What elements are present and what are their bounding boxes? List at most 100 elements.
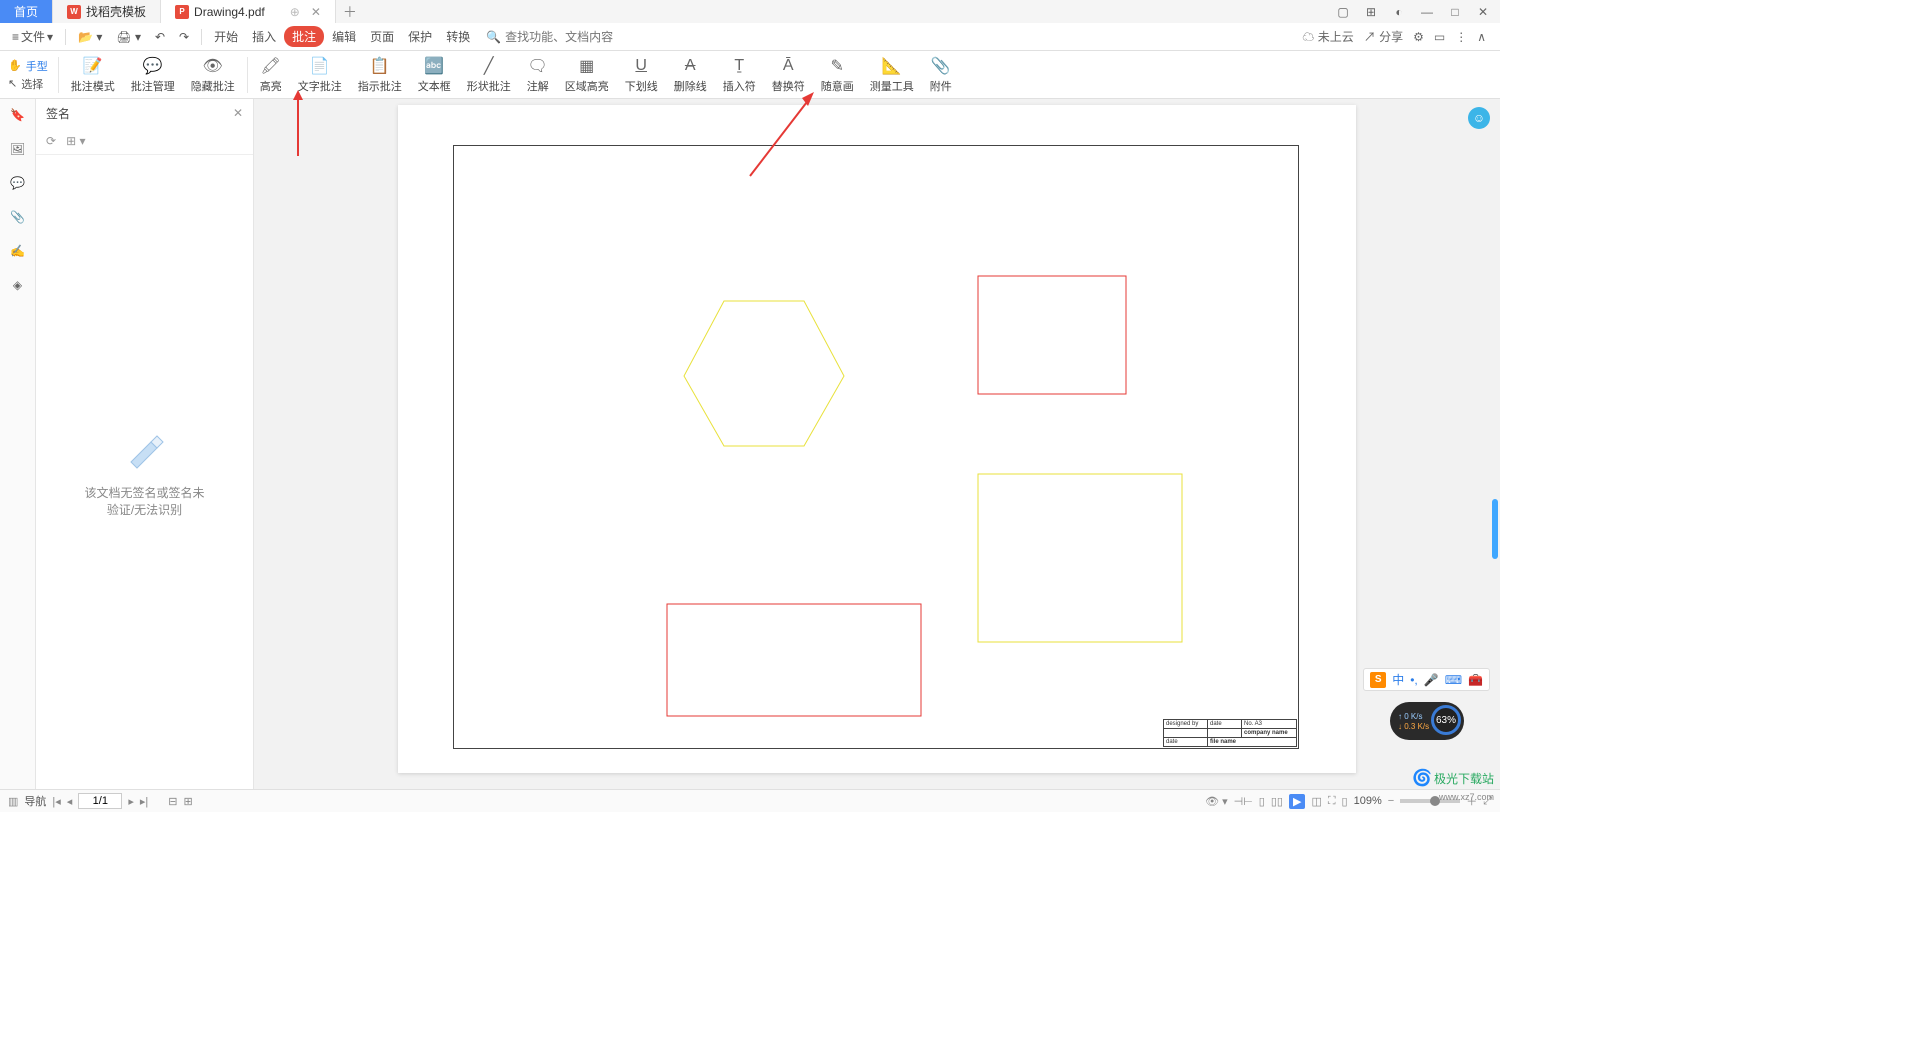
tab-document[interactable]: P Drawing4.pdf ⊕ ✕	[161, 0, 336, 23]
net-dn: 0.3 K/s	[1404, 722, 1429, 731]
ribbon-toolbar: ✋手型 ↖选择 📝批注模式 💬批注管理 👁隐藏批注 🖍 高亮 📄文字批注 📋指示批…	[0, 51, 1500, 99]
sb-double-icon[interactable]: ▯▯	[1271, 795, 1283, 808]
comment-nav-icon[interactable]: 💬	[8, 173, 28, 193]
signature-nav-icon[interactable]: ✍	[8, 241, 28, 261]
tb-date2: date	[1164, 738, 1208, 746]
document-canvas[interactable]: designed bydateNo. A3 company name datef…	[254, 99, 1500, 789]
sb-single-icon[interactable]: ▯	[1259, 795, 1265, 808]
menu-hamburger[interactable]: ≡ 文件 ▾	[6, 25, 59, 48]
strike-button[interactable]: A删除线	[666, 54, 715, 96]
shapenote-button[interactable]: ╱形状批注	[459, 54, 519, 96]
tab-home[interactable]: 首页	[0, 0, 53, 23]
attach-button[interactable]: 📎附件	[922, 54, 960, 96]
sb-zoomout-icon[interactable]: ⊟	[168, 795, 177, 808]
more-icon[interactable]: ⋮	[1455, 30, 1467, 44]
menu-edit[interactable]: 编辑	[326, 25, 362, 48]
window-icon[interactable]: ▭	[1434, 30, 1445, 44]
tb-company: company name	[1242, 729, 1296, 737]
sb-fit-icon[interactable]: ⛶	[1328, 795, 1336, 808]
sb-fitw-icon[interactable]: ⊣⊢	[1234, 795, 1253, 808]
attachment-nav-icon[interactable]: 📎	[8, 207, 28, 227]
logo-text: 极光下载站	[1434, 770, 1494, 787]
textnote-button[interactable]: 📄文字批注	[290, 54, 350, 96]
annotate-mode-label: 批注模式	[71, 78, 115, 94]
areahl-button[interactable]: ▦ 区域高亮	[557, 54, 617, 96]
search-box[interactable]: 🔍	[486, 30, 645, 44]
cloud-status[interactable]: ☁ 未上云	[1302, 28, 1353, 45]
replace-button[interactable]: Ā替换符	[764, 54, 813, 96]
scroll-indicator[interactable]	[1492, 499, 1498, 559]
highlight-label: 高亮	[260, 78, 282, 94]
float-assistant-button[interactable]: ☺	[1468, 107, 1490, 129]
menu-convert[interactable]: 转换	[440, 25, 476, 48]
panel-title: 签名	[46, 105, 70, 122]
hand-tool[interactable]: ✋手型	[8, 58, 48, 74]
highlight-icon: 🖍	[261, 56, 281, 76]
sb-first-icon[interactable]: |◂	[52, 795, 60, 808]
panel-grid-icon[interactable]: ⊞ ▾	[66, 134, 85, 148]
minimize-button[interactable]: —	[1418, 5, 1436, 19]
tab-template[interactable]: W 找稻壳模板	[53, 0, 161, 23]
left-nav-strip: 🔖 🖼 💬 📎 ✍ ◈	[0, 99, 36, 789]
ime-mode[interactable]: 中	[1392, 671, 1404, 688]
sb-page-icon[interactable]: ▯	[1342, 795, 1348, 808]
panel-refresh-icon[interactable]: ⟳	[46, 134, 56, 148]
sb-play-icon[interactable]: ▶	[1289, 794, 1305, 809]
tab-pin-icon[interactable]: ⊕	[290, 5, 300, 19]
menu-protect[interactable]: 保护	[402, 25, 438, 48]
sb-thumb-icon[interactable]: ▥	[8, 795, 18, 808]
avatar-icon[interactable]: ◐	[1390, 5, 1408, 19]
redo-button[interactable]: ↷	[173, 27, 195, 47]
maximize-button[interactable]: □	[1446, 5, 1464, 19]
textbox-button[interactable]: 🔤文本框	[410, 54, 459, 96]
page-input[interactable]	[78, 793, 122, 809]
menu-start[interactable]: 开始	[208, 25, 244, 48]
select-tool[interactable]: ↖选择	[8, 76, 48, 92]
layers-nav-icon[interactable]: ◈	[8, 275, 28, 295]
undo-button[interactable]: ↶	[149, 27, 171, 47]
sb-prev-icon[interactable]: ◂	[67, 795, 73, 808]
caret-button[interactable]: Ṯ插入符	[715, 54, 764, 96]
ime-mic-icon[interactable]: 🎤	[1424, 673, 1439, 687]
menu-page[interactable]: 页面	[364, 25, 400, 48]
annotate-mode-button[interactable]: 📝批注模式	[63, 54, 123, 96]
hide-annotate-button[interactable]: 👁隐藏批注	[183, 54, 243, 96]
sb-crop-icon[interactable]: ◫	[1311, 795, 1321, 808]
areahl-label: 区域高亮	[565, 78, 609, 94]
ime-punct-icon[interactable]: •,	[1410, 673, 1418, 687]
sb-zoomin-icon[interactable]: ⊞	[183, 795, 192, 808]
comment-button[interactable]: 🗨注解	[519, 54, 557, 96]
pointnote-button[interactable]: 📋指示批注	[350, 54, 410, 96]
annotate-manage-button[interactable]: 💬批注管理	[123, 54, 183, 96]
chevron-icon[interactable]: ∧	[1477, 30, 1486, 44]
sb-eye-icon[interactable]: 👁 ▾	[1205, 795, 1228, 808]
ime-kbd-icon[interactable]: ⌨	[1445, 673, 1462, 687]
measure-label: 测量工具	[870, 78, 914, 94]
grid-icon[interactable]: ⊞	[1362, 5, 1380, 19]
freehand-button[interactable]: ✎随意画	[813, 54, 862, 96]
layout-icon[interactable]: ▢	[1334, 5, 1352, 19]
areahl-icon: ▦	[577, 56, 597, 76]
share-button[interactable]: ↗ 分享	[1364, 28, 1403, 45]
open-button[interactable]: 📂 ▾	[72, 27, 108, 47]
measure-button[interactable]: 📐测量工具	[862, 54, 922, 96]
sb-last-icon[interactable]: ▸|	[140, 795, 148, 808]
underline-button[interactable]: U下划线	[617, 54, 666, 96]
close-button[interactable]: ✕	[1474, 5, 1492, 19]
panel-close-icon[interactable]: ✕	[233, 106, 243, 120]
tab-add-button[interactable]: ＋	[336, 2, 364, 22]
menu-insert[interactable]: 插入	[246, 25, 282, 48]
ime-set-icon[interactable]: 🧰	[1468, 673, 1483, 687]
ime-logo-icon: S	[1370, 672, 1386, 688]
sb-minus-icon[interactable]: −	[1388, 795, 1394, 807]
tab-close-icon[interactable]: ✕	[311, 5, 321, 19]
sb-next-icon[interactable]: ▸	[128, 795, 134, 808]
settings-icon[interactable]: ⚙	[1413, 30, 1424, 44]
menu-annotate[interactable]: 批注	[284, 26, 324, 47]
search-icon: 🔍	[486, 30, 501, 44]
print-button[interactable]: 🖨 ▾	[110, 27, 147, 47]
image-nav-icon[interactable]: 🖼	[8, 139, 28, 159]
highlight-button[interactable]: 🖍 高亮	[252, 54, 290, 96]
bookmark-nav-icon[interactable]: 🔖	[8, 105, 28, 125]
search-input[interactable]	[505, 30, 645, 44]
